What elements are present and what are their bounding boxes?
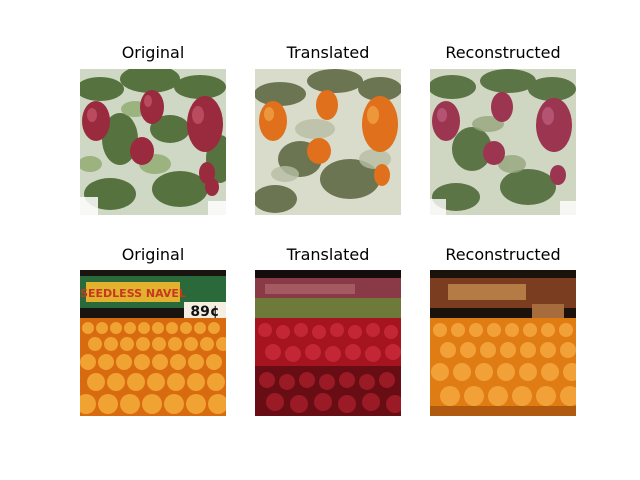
panel-title-original-row2: Original bbox=[121, 245, 185, 264]
panel-title-translated-row1: Translated bbox=[286, 43, 370, 62]
image-translated-apples-market bbox=[255, 270, 401, 416]
panel-title-reconstructed-row2: Reconstructed bbox=[445, 245, 561, 264]
banner-text: SEEDLESS NAVEL bbox=[80, 287, 186, 300]
image-reconstructed-apples bbox=[430, 69, 576, 215]
panel-title-translated-row2: Translated bbox=[286, 245, 370, 264]
image-translated-oranges bbox=[255, 69, 401, 215]
image-original-apples bbox=[80, 69, 226, 215]
panel-title-reconstructed-row1: Reconstructed bbox=[445, 43, 561, 62]
panel-title-original-row1: Original bbox=[121, 43, 185, 62]
price-sign: 89¢ bbox=[190, 304, 219, 320]
image-original-oranges-market: SEEDLESS NAVEL 89¢ bbox=[80, 270, 226, 416]
image-reconstructed-oranges-market bbox=[430, 270, 576, 416]
